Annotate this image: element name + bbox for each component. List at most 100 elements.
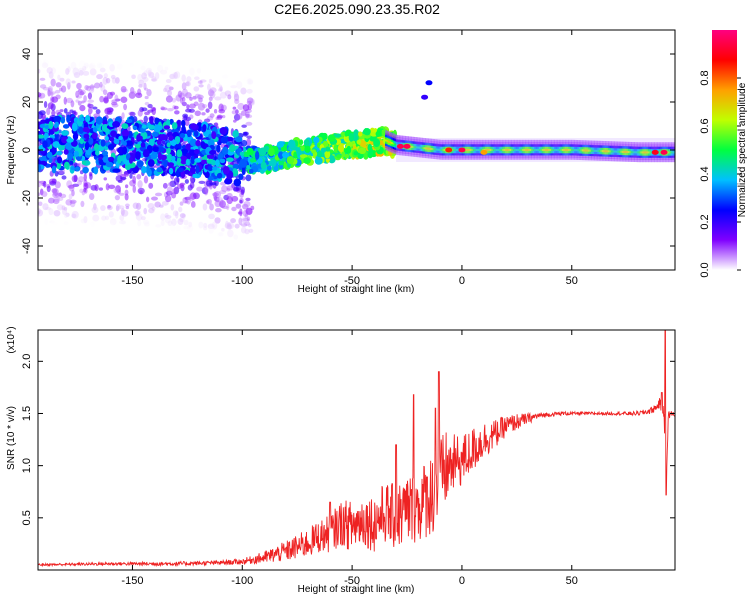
spectrogram-cell: [569, 157, 572, 160]
snr-series-line: [37, 329, 676, 568]
spectrogram-cell: [126, 56, 130, 62]
spectrogram-cell: [515, 139, 519, 143]
spectrogram-cell: [151, 47, 157, 52]
spectrogram-cell: [564, 144, 568, 147]
spectrogram-cell: [624, 159, 628, 162]
spectrogram-cell: [209, 150, 216, 156]
spectrogram-cell: [53, 221, 58, 226]
spectrogram-cell: [164, 217, 172, 224]
spectrogram-cell: [566, 139, 569, 143]
spectrogram-cell: [95, 236, 100, 244]
spectrogram-cell: [183, 226, 189, 230]
spectrogram-cell: [221, 38, 228, 42]
spectrogram-cell: [244, 111, 250, 119]
spectrogram-cell: [119, 55, 127, 59]
spectrogram-cell: [401, 135, 405, 139]
spectrogram-cell: [440, 154, 443, 158]
spectrogram-cell: [63, 207, 68, 211]
spectrogram-cell: [203, 226, 208, 231]
spectrogram-cell: [227, 229, 234, 238]
spectrogram-cell: [241, 166, 246, 176]
spectrogram-cell: [69, 200, 76, 208]
spectrogram-cell: [358, 147, 366, 155]
spectrogram-cell: [116, 252, 122, 256]
spectrogram-cell: [586, 155, 589, 159]
spectrogram-cell: [389, 136, 393, 140]
spectrogram-cell: [226, 71, 232, 80]
spectrogram-cell: [477, 139, 480, 143]
spectrogram-cell: [198, 42, 203, 47]
spectrogram-cell: [114, 257, 120, 262]
spectrogram-cell: [538, 154, 542, 158]
spectrogram-cell: [480, 148, 483, 152]
spectrogram-cell: [175, 46, 180, 55]
spectrogram-cell: [176, 149, 183, 158]
spectrogram-cell: [497, 154, 500, 158]
spectrogram-cell: [248, 99, 255, 105]
spectrogram-cell: [468, 144, 471, 147]
spectrogram-cell: [227, 94, 232, 100]
spectrogram-cell: [167, 162, 175, 167]
spectrogram-cell: [497, 148, 500, 152]
spectrogram-cell: [494, 148, 497, 152]
spectrogram-cell: [394, 145, 397, 148]
spectrogram-cell: [116, 41, 124, 49]
spectrogram-cell: [474, 150, 477, 154]
spectrogram-cell: [136, 160, 144, 168]
spectrogram-cell: [207, 139, 215, 147]
spectrogram-cell: [520, 154, 523, 158]
colorbar-tick-label: 0.4: [699, 166, 711, 181]
spectrogram-cell: [248, 169, 254, 174]
spectrogram-cell: [626, 156, 629, 160]
spectrogram-cell: [632, 144, 636, 147]
spectrogram-cell: [617, 156, 620, 160]
spectrogram-cell: [518, 148, 522, 152]
spectrogram-cell: [311, 149, 316, 154]
spectrogram-cell: [392, 133, 396, 137]
spectrogram-cell: [589, 140, 592, 144]
spectrogram-cell: [604, 154, 608, 157]
colorbar-gradient: [712, 30, 737, 270]
spectrogram-cell: [135, 212, 143, 221]
spectrogram-cell: [640, 153, 643, 156]
spectrogram-cell: [353, 151, 359, 156]
spectrogram-cell: [644, 150, 648, 154]
spectrogram-cell: [121, 30, 126, 35]
spectrogram-cell: [528, 139, 531, 143]
spectrogram-cell: [627, 148, 631, 151]
spectrogram-cell: [412, 139, 416, 142]
spectrogram-cell: [511, 157, 514, 160]
spectrogram-cell: [529, 157, 532, 160]
snr-y-multiplier: (x10⁴): [6, 326, 17, 353]
spectrogram-cell: [195, 139, 201, 147]
spectrogram-cell: [388, 144, 391, 148]
spectrogram-cell: [227, 64, 232, 68]
spectrogram-cell: [86, 85, 91, 92]
spectrogram-cell: [268, 147, 275, 157]
spectrogram-cell: [501, 142, 505, 145]
spectrogram-cell: [109, 218, 117, 226]
spectrogram-cell: [566, 148, 569, 152]
spectrogram-cell: [209, 34, 215, 42]
spectrogram-cell: [52, 188, 59, 196]
spectrogram-cell: [540, 152, 543, 156]
spectrogram-cell: [162, 182, 168, 189]
spectrogram-cell: [204, 185, 209, 193]
spectrogram-cell: [584, 142, 588, 146]
spectrogram-cell: [544, 152, 548, 156]
spectrogram-cell: [421, 140, 425, 143]
spectrogram-cell: [96, 74, 103, 80]
spectrogram-cell: [113, 187, 120, 194]
spectrogram-cell: [392, 142, 396, 145]
spectrogram-cell: [145, 62, 150, 70]
spectrogram-cell: [139, 236, 144, 245]
spectrogram-cell: [544, 157, 548, 160]
spectrogram-cell: [492, 146, 496, 149]
snr-y-ticks: 0.51.01.52.0: [21, 354, 675, 525]
spectrogram-cell: [595, 140, 599, 144]
spectrogram-cell: [494, 154, 497, 158]
spectrogram-cell: [572, 148, 576, 152]
spectrogram-cell: [572, 155, 576, 158]
spectrogram-cell: [166, 142, 171, 148]
spectrogram-cell: [400, 148, 403, 152]
